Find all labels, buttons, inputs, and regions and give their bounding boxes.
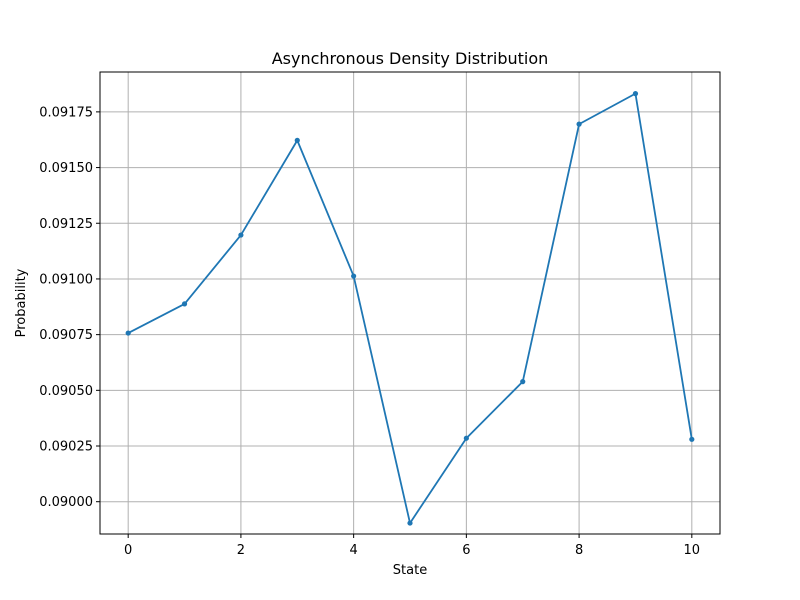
chart-title: Asynchronous Density Distribution xyxy=(272,49,549,68)
x-tick-label: 6 xyxy=(462,543,470,558)
data-point xyxy=(181,301,188,307)
y-axis-ticks: 0.09000 0.09025 0.09050 0.09075 0.09100 0.091… xyxy=(39,105,100,510)
data-point xyxy=(689,436,695,442)
y-tick-label: 0.09050 xyxy=(39,384,93,399)
x-axis-label: State xyxy=(393,563,427,578)
plot-area-frame xyxy=(99,71,721,535)
y-tick-label: 0.09125 xyxy=(39,217,93,232)
data-point xyxy=(407,520,413,526)
data-point xyxy=(576,121,582,127)
data-point xyxy=(520,379,526,385)
x-tick-label: 8 xyxy=(575,543,583,558)
y-tick-label: 0.09150 xyxy=(39,161,93,176)
data-point xyxy=(632,91,639,97)
y-tick-label: 0.09100 xyxy=(39,272,93,287)
data-point xyxy=(294,137,300,143)
y-tick-label: 0.09025 xyxy=(39,440,93,455)
x-tick-label: 10 xyxy=(684,543,701,558)
y-tick-label: 0.09175 xyxy=(39,105,93,120)
data-point xyxy=(238,232,244,238)
x-tick-label: 4 xyxy=(349,543,357,558)
data-point xyxy=(463,435,469,441)
data-point xyxy=(351,273,357,279)
y-tick-label: 0.09000 xyxy=(39,495,93,510)
series-layer xyxy=(125,91,695,526)
data-point xyxy=(125,330,131,336)
grid xyxy=(100,72,720,534)
x-tick-label: 2 xyxy=(237,543,245,558)
x-axis-ticks: 0 2 4 6 8 10 xyxy=(124,534,700,558)
y-tick-label: 0.09075 xyxy=(39,328,93,343)
series-line xyxy=(127,92,693,524)
y-axis-label: Probability xyxy=(14,268,29,337)
x-tick-label: 0 xyxy=(124,543,132,558)
